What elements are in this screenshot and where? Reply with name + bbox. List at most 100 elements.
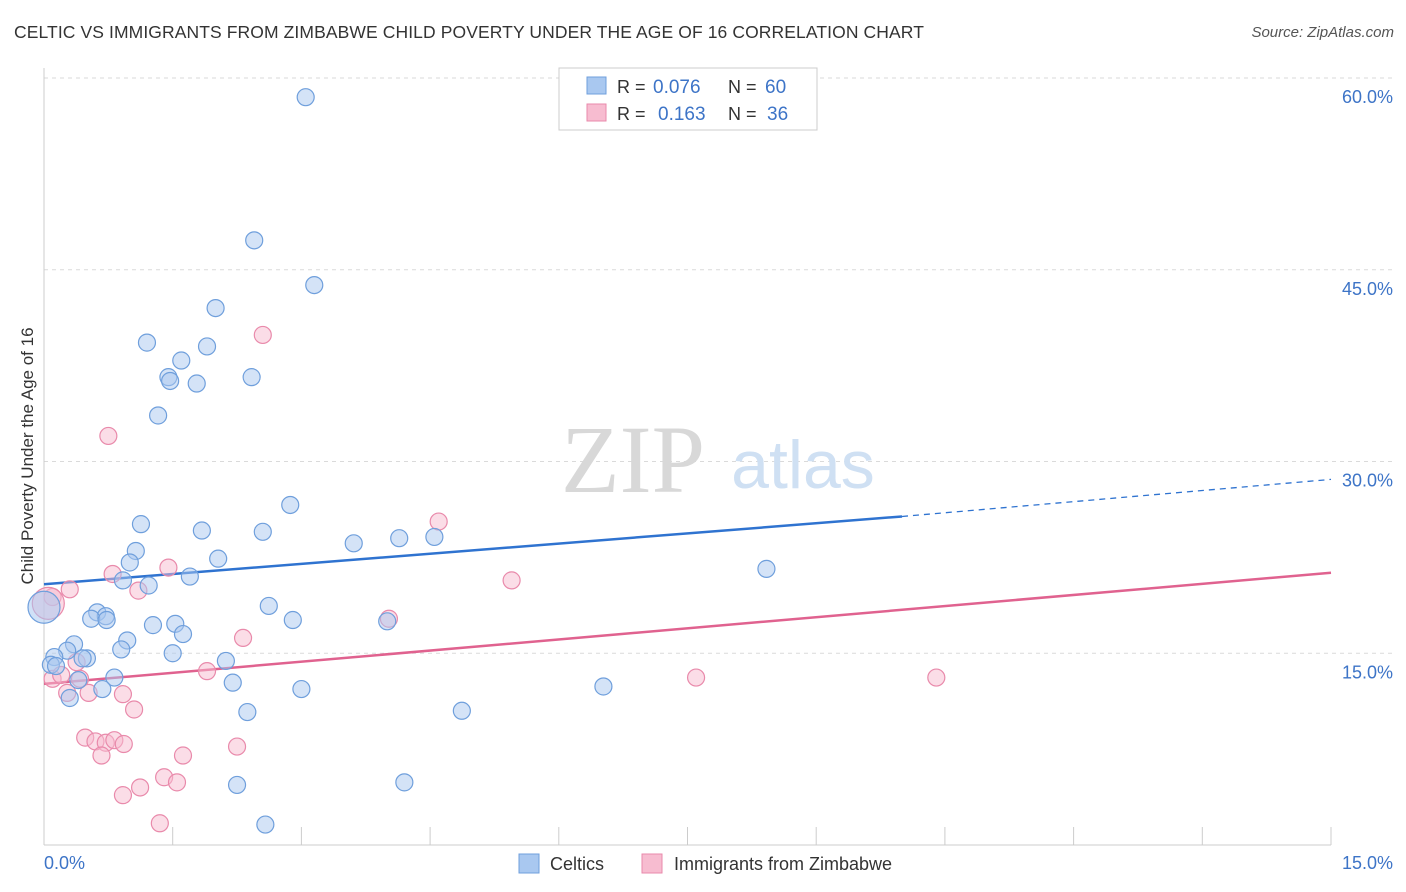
data-point xyxy=(60,688,79,708)
data-point xyxy=(197,662,217,681)
x-ticks xyxy=(43,827,1332,845)
data-point xyxy=(60,580,79,599)
stats-n-label-celtics: N = xyxy=(728,77,757,97)
data-point xyxy=(216,651,235,671)
data-point xyxy=(46,656,66,676)
data-point xyxy=(378,612,397,631)
data-point xyxy=(242,368,261,387)
data-point xyxy=(223,673,242,692)
data-point xyxy=(137,333,157,352)
data-point xyxy=(131,515,151,534)
y-tick-label: 45.0% xyxy=(1342,279,1393,299)
trend-line-celtics-extension xyxy=(901,478,1332,518)
data-point xyxy=(292,679,311,699)
data-point xyxy=(253,522,272,541)
data-point xyxy=(120,553,139,572)
data-point xyxy=(259,596,278,616)
data-point xyxy=(82,609,101,628)
data-point xyxy=(757,559,776,578)
y-tick-label: 15.0% xyxy=(1342,662,1393,682)
data-point xyxy=(130,778,150,797)
data-point xyxy=(425,527,444,547)
data-point xyxy=(149,406,168,425)
data-point xyxy=(283,610,302,630)
data-point xyxy=(73,649,92,668)
data-point xyxy=(390,529,409,548)
stats-swatch-zimbabwe xyxy=(586,103,607,122)
chart-source: Source: ZipAtlas.com xyxy=(1251,24,1394,41)
data-point xyxy=(452,701,471,720)
data-point xyxy=(167,773,187,792)
tick-labels: 15.0% 30.0% 45.0% 60.0% 0.0% 15.0% xyxy=(44,87,1393,873)
data-point xyxy=(594,677,613,696)
data-point xyxy=(173,746,193,765)
data-point xyxy=(253,325,272,345)
stats-swatch-celtics xyxy=(586,76,607,95)
y-tick-label: 30.0% xyxy=(1342,471,1393,491)
data-point xyxy=(206,299,225,318)
data-point xyxy=(187,374,206,393)
data-point xyxy=(180,567,199,586)
data-point xyxy=(143,616,163,635)
data-point xyxy=(429,512,448,531)
stats-legend: R = 0.076 N = 60 R = 0.163 N = 36 xyxy=(558,67,818,131)
data-point xyxy=(99,426,118,446)
stats-r-value-celtics: 0.076 xyxy=(653,77,701,98)
series-celtics xyxy=(27,88,776,834)
data-point xyxy=(112,640,131,659)
stats-n-value-zimbabwe: 36 xyxy=(767,104,788,125)
chart-title: CELTIC VS IMMIGRANTS FROM ZIMBABWE CHILD… xyxy=(14,22,924,42)
stats-r-value-zimbabwe: 0.163 xyxy=(658,104,706,125)
stats-r-label-zimbabwe: R = xyxy=(617,104,646,124)
y-tick-label: 60.0% xyxy=(1342,87,1393,107)
data-point xyxy=(197,337,217,356)
data-point xyxy=(209,549,228,568)
data-point xyxy=(502,571,521,590)
data-point xyxy=(344,534,363,553)
data-point xyxy=(192,521,211,540)
data-point xyxy=(173,624,193,644)
x-tick-label: 0.0% xyxy=(44,853,85,873)
data-point xyxy=(93,679,112,699)
x-tick-label: 15.0% xyxy=(1342,853,1393,873)
data-point xyxy=(92,746,111,765)
data-point xyxy=(305,275,324,295)
data-point xyxy=(139,576,158,595)
data-point xyxy=(233,628,253,648)
data-point xyxy=(113,786,133,805)
data-point xyxy=(296,88,315,107)
legend-swatch-zimbabwe xyxy=(641,853,663,874)
data-point xyxy=(69,670,88,690)
data-point xyxy=(159,558,178,577)
bottom-legend: Celtics Immigrants from Zimbabwe xyxy=(518,853,892,874)
data-point xyxy=(163,644,182,663)
data-point xyxy=(227,737,247,756)
data-point xyxy=(97,610,116,630)
data-point xyxy=(124,700,144,719)
legend-swatch-celtics xyxy=(518,853,540,874)
series-immigrants-from-zimbabwe xyxy=(31,325,946,833)
data-point xyxy=(245,231,264,250)
data-point xyxy=(686,668,706,687)
data-point xyxy=(150,814,169,833)
data-point xyxy=(113,685,133,704)
data-point xyxy=(161,371,180,391)
data-point xyxy=(281,495,300,515)
data-point xyxy=(395,773,414,792)
stats-n-label-zimbabwe: N = xyxy=(728,104,757,124)
data-point xyxy=(172,351,191,370)
data-point xyxy=(256,815,275,834)
watermark-zip: ZIP xyxy=(561,406,705,513)
y-axis-label: Child Poverty Under the Age of 16 xyxy=(18,327,37,584)
data-point xyxy=(27,590,61,624)
watermark: ZIP atlas xyxy=(561,406,875,513)
stats-n-value-celtics: 60 xyxy=(765,77,786,98)
data-point xyxy=(927,668,946,687)
trend-line-zimbabwe xyxy=(43,571,1332,686)
data-point xyxy=(105,668,124,687)
watermark-atlas: atlas xyxy=(731,427,875,503)
stats-r-label-celtics: R = xyxy=(617,77,646,97)
data-point xyxy=(227,775,247,795)
data-point xyxy=(114,734,133,754)
